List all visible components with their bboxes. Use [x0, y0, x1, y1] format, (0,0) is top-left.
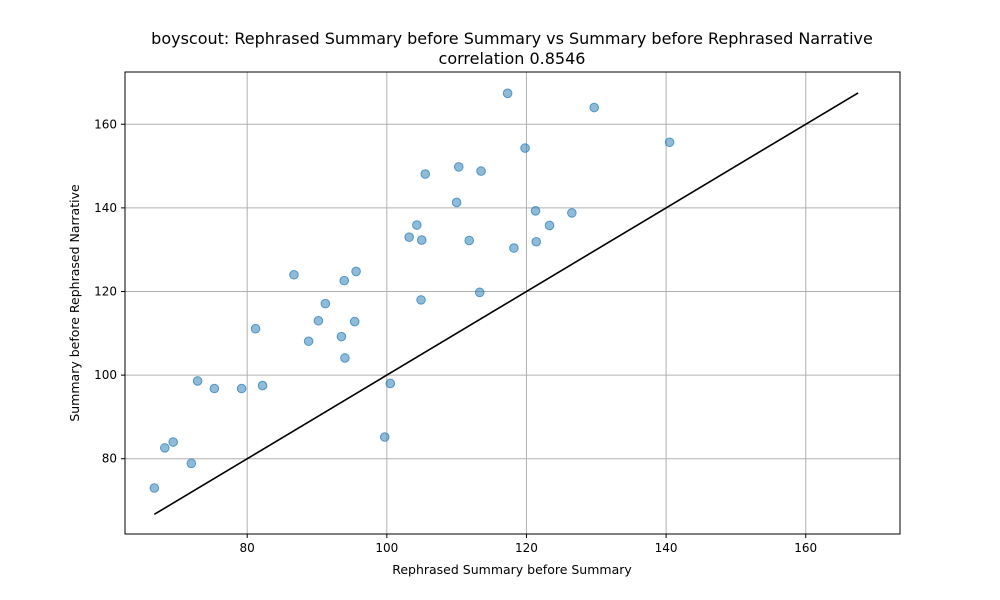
x-tick-label: 140 [655, 541, 678, 555]
scatter-point [336, 331, 347, 342]
x-tick-label: 80 [240, 541, 255, 555]
plot-frame [124, 71, 901, 535]
y-tick-label: 120 [94, 285, 117, 299]
scatter-point [451, 197, 462, 208]
x-axis-ticks: 80 100 120 140 160 [240, 534, 817, 555]
scatter-point [303, 336, 314, 347]
scatter-point [404, 232, 414, 242]
scatter-point [453, 162, 464, 172]
scatter-point [149, 483, 160, 493]
scatter-point [313, 315, 324, 326]
scatter-point [416, 295, 426, 305]
x-tick-label: 120 [515, 541, 538, 555]
scatter-point [464, 235, 475, 246]
grid-lines [125, 72, 900, 534]
scatter-point [664, 137, 675, 148]
scatter-point [474, 287, 485, 298]
scatter-point [192, 376, 203, 386]
x-tick-label: 160 [794, 541, 817, 555]
scatter-point [379, 432, 390, 442]
scatter-point [349, 316, 360, 327]
chart-title: boyscout: Rephrased Summary before Summa… [151, 29, 873, 48]
scatter-point [530, 206, 541, 216]
y-tick-label: 100 [94, 368, 117, 382]
scatter-point [340, 353, 350, 363]
scatter-point [567, 208, 577, 218]
scatter-point [257, 380, 268, 391]
scatter-point [168, 437, 178, 447]
scatter-point [589, 102, 599, 113]
scatter-point [351, 266, 361, 277]
scatter-point [289, 269, 299, 280]
scatter-point [416, 235, 427, 245]
scatter-point [509, 243, 519, 253]
data-points [149, 88, 675, 493]
scatter-point [476, 166, 486, 176]
scatter-point [320, 298, 331, 309]
y-axis-label: Summary before Rephrased Narrative [67, 184, 82, 422]
scatter-point [420, 169, 431, 179]
scatter-point [339, 275, 350, 286]
scatter-point [186, 458, 197, 469]
scatter-point [385, 378, 396, 389]
scatter-point [236, 383, 247, 394]
reference-line-group [153, 92, 859, 516]
scatter-point [531, 236, 542, 247]
scatter-point [159, 443, 170, 453]
chart-subtitle: correlation 0.8546 [439, 49, 586, 68]
identity-reference-line [153, 92, 859, 516]
scatter-point [544, 220, 555, 231]
x-tick-label: 100 [375, 541, 398, 555]
y-tick-label: 140 [94, 201, 117, 215]
scatter-point [209, 383, 220, 394]
scatter-point [412, 220, 422, 230]
y-tick-label: 160 [94, 117, 117, 131]
scatter-point [520, 143, 530, 153]
y-tick-label: 80 [102, 452, 117, 466]
scatter-point [250, 323, 261, 334]
y-axis-ticks: 80 100 120 140 160 [94, 117, 125, 466]
scatter-point [502, 88, 513, 99]
x-axis-label: Rephrased Summary before Summary [392, 562, 632, 577]
